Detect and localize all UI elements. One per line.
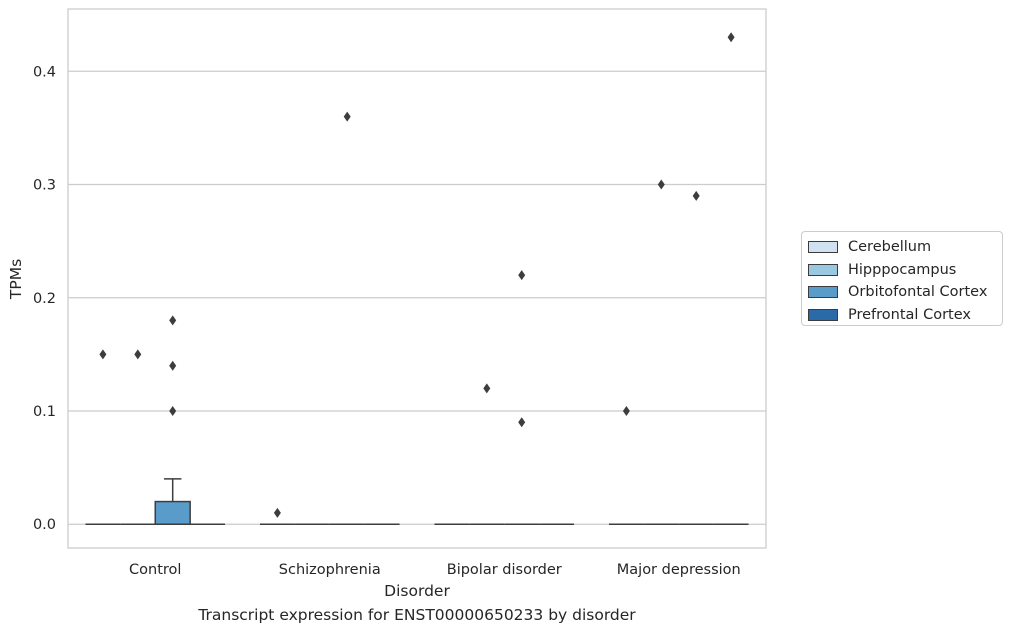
y-axis-ticks: 0.0 0.1 0.2 0.3 0.4 — [33, 64, 56, 533]
outlier-point — [692, 190, 700, 201]
x-tick-label: Schizophrenia — [279, 562, 381, 578]
y-tick-label: 0.0 — [33, 517, 56, 533]
outlier-point — [518, 270, 526, 281]
legend-item: Prefrontal Cortex — [808, 304, 996, 327]
box-orbitofontal-cortex-0 — [154, 315, 191, 525]
y-tick-label: 0.1 — [33, 404, 56, 420]
plot-area-frame — [67, 8, 767, 549]
box-cerebellum-1 — [259, 507, 295, 525]
outlier-point — [483, 383, 491, 394]
x-tick-label: Bipolar disorder — [447, 562, 562, 578]
legend-swatch — [808, 308, 838, 321]
box-body — [154, 500, 191, 525]
legend-item: Hipppocampus — [808, 259, 996, 282]
outlier-point — [273, 507, 281, 518]
box-orbitofontal-cortex-3 — [678, 190, 714, 525]
legend-label: Hipppocampus — [848, 261, 957, 278]
gridlines — [68, 70, 766, 525]
box-hipppocampus-3 — [643, 179, 679, 525]
outlier-point — [134, 349, 142, 360]
box-cerebellum-0 — [85, 349, 121, 525]
outlier-point — [169, 360, 177, 371]
outlier-point — [343, 111, 351, 122]
x-axis-title: Disorder — [384, 582, 450, 600]
outlier-point — [169, 315, 177, 326]
legend-label: Orbitofontal Cortex — [848, 284, 988, 301]
box-orbitofontal-cortex-1 — [329, 111, 365, 525]
outlier-point — [169, 405, 177, 416]
legend-label: Prefrontal Cortex — [848, 306, 971, 323]
x-axis-ticks: Control Schizophrenia Bipolar disorder Majo… — [129, 562, 741, 578]
y-axis-title: TPMs — [7, 259, 25, 300]
box-hipppocampus-2 — [469, 383, 505, 525]
legend-swatch — [808, 286, 838, 299]
box-orbitofontal-cortex-2 — [504, 270, 540, 525]
y-tick-label: 0.2 — [33, 291, 56, 307]
legend-item: Orbitofontal Cortex — [808, 281, 996, 304]
box-plot-series — [85, 32, 749, 525]
legend-label: Cerebellum — [848, 239, 932, 256]
y-tick-label: 0.4 — [33, 64, 56, 80]
outlier-point — [657, 179, 665, 190]
outlier-point — [518, 417, 526, 428]
x-tick-label: Control — [129, 562, 181, 578]
chart-caption: Transcript expression for ENST0000065023… — [198, 606, 636, 624]
outlier-point — [727, 32, 735, 43]
y-tick-label: 0.3 — [33, 178, 56, 194]
legend-item: Cerebellum — [808, 236, 996, 259]
box-prefrontal-cortex-3 — [713, 32, 749, 525]
outlier-point — [622, 405, 630, 416]
legend-swatch — [808, 263, 838, 276]
outlier-point — [99, 349, 107, 360]
box-cerebellum-3 — [608, 405, 644, 525]
box-hipppocampus-0 — [120, 349, 156, 525]
legend: Cerebellum Hipppocampus Orbitofontal Corte… — [801, 231, 1003, 326]
x-tick-label: Major depression — [617, 562, 741, 578]
legend-swatch — [808, 241, 838, 254]
